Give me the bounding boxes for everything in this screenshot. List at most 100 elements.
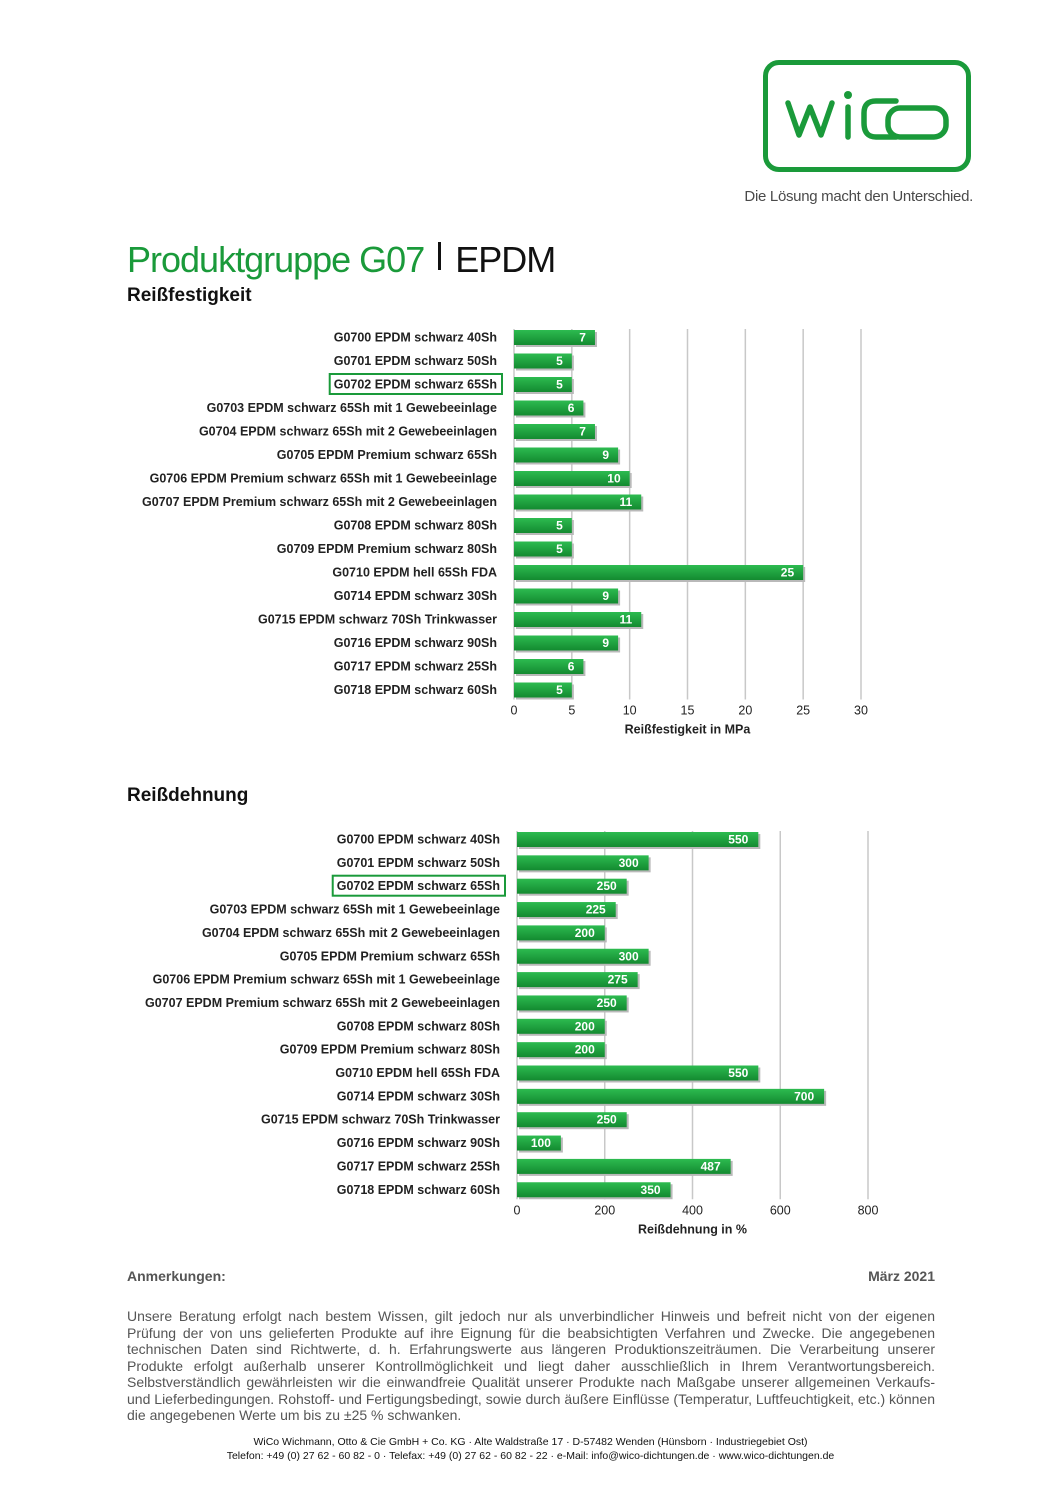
- chart-reissfestigkeit: G0700 EPDM schwarz 40Sh 7 G0701 EPDM schwa…: [0, 320, 1061, 750]
- value-label-g0717-epdm-schwarz-25sh: 487: [701, 1159, 721, 1173]
- bar-g0710-epdm-hell-65sh-fda: [517, 1065, 759, 1081]
- bar-g0702-epdm-schwarz-65sh: [514, 377, 572, 392]
- bar-g0714-epdm-schwarz-30sh: [514, 588, 619, 604]
- bar-g0709-epdm-premium-schwarz-80sh: [514, 541, 572, 557]
- value-label-g0710-epdm-hell-65sh-fda: 550: [728, 1066, 748, 1080]
- slogan: Die Lösung macht den Unterschied.: [744, 188, 973, 205]
- page-title-sub: EPDM: [455, 239, 556, 280]
- page-title-main: Produktgruppe G07: [127, 239, 425, 280]
- bar-g0716-epdm-schwarz-90sh: [517, 1135, 561, 1151]
- value-label-g0707-epdm-premium-schwarz-65sh-mit-2-gewebeeinlagen: 250: [597, 996, 617, 1010]
- value-label-g0710-epdm-hell-65sh-fda: 25: [781, 566, 795, 580]
- category-label-g0707-epdm-premium-schwarz-65sh-mit-2-gewebeeinlagen: G0707 EPDM Premium schwarz 65Sh mit 2 Ge…: [145, 996, 500, 1010]
- bar-g0708-epdm-schwarz-80sh: [517, 1018, 605, 1034]
- bar-g0709-epdm-premium-schwarz-80sh: [517, 1042, 605, 1058]
- bar-g0702-epdm-schwarz-65sh: [517, 878, 627, 894]
- notes-label: Anmerkungen:: [127, 1268, 226, 1284]
- category-label-g0704-epdm-schwarz-65sh-mit-2-gewebeeinlagen: G0704 EPDM schwarz 65Sh mit 2 Gewebeeinl…: [202, 926, 500, 940]
- value-label-g0705-epdm-premium-schwarz-65sh: 300: [619, 949, 639, 963]
- category-label-g0710-epdm-hell-65sh-fda: G0710 EPDM hell 65Sh FDA: [335, 1066, 500, 1080]
- tick-label-800: 800: [858, 1203, 879, 1217]
- value-label-g0706-epdm-premium-schwarz-65sh-mit-1-gewebeeinlage: 275: [608, 973, 628, 987]
- category-label-g0708-epdm-schwarz-80sh: G0708 EPDM schwarz 80Sh: [337, 1019, 500, 1033]
- value-label-g0702-epdm-schwarz-65sh: 5: [556, 378, 563, 392]
- value-label-g0716-epdm-schwarz-90sh: 100: [531, 1136, 551, 1150]
- bar-g0715-epdm-schwarz-70sh-trinkwasser: [514, 612, 642, 627]
- category-label-g0706-epdm-premium-schwarz-65sh-mit-1-gewebeeinlage: G0706 EPDM Premium schwarz 65Sh mit 1 Ge…: [150, 472, 497, 486]
- chart-title-reissfestigkeit: Reißfestigkeit: [127, 285, 252, 306]
- value-label-g0715-epdm-schwarz-70sh-trinkwasser: 250: [597, 1113, 617, 1127]
- highlight-box: [331, 874, 506, 897]
- value-label-g0700-epdm-schwarz-40sh: 550: [728, 833, 748, 847]
- category-label-g0705-epdm-premium-schwarz-65sh: G0705 EPDM Premium schwarz 65Sh: [277, 448, 497, 462]
- bar-g0717-epdm-schwarz-25sh: [514, 659, 584, 674]
- axis-title: Reißfestigkeit in MPa: [625, 723, 752, 737]
- value-label-g0709-epdm-premium-schwarz-80sh: 5: [556, 542, 563, 556]
- value-label-g0718-epdm-schwarz-60sh: 350: [641, 1183, 661, 1197]
- category-label-g0709-epdm-premium-schwarz-80sh: G0709 EPDM Premium schwarz 80Sh: [277, 542, 497, 556]
- chart-reissdehnung-svg: G0700 EPDM schwarz 40Sh 550 G0701 EPDM sch…: [145, 831, 879, 1236]
- value-label-g0716-epdm-schwarz-90sh: 9: [602, 636, 609, 650]
- category-label-g0701-epdm-schwarz-50sh: G0701 EPDM schwarz 50Sh: [334, 354, 497, 368]
- category-label-g0715-epdm-schwarz-70sh-trinkwasser: G0715 EPDM schwarz 70Sh Trinkwasser: [261, 1113, 500, 1127]
- title-divider: [438, 242, 442, 270]
- bar-g0718-epdm-schwarz-60sh: [514, 682, 572, 698]
- chart-reissdehnung: G0700 EPDM schwarz 40Sh 550 G0701 EPDM sch…: [0, 822, 1061, 1252]
- value-label-g0718-epdm-schwarz-60sh: 5: [556, 683, 563, 697]
- tick-label-25: 25: [796, 704, 810, 718]
- tick-label-0: 0: [514, 1203, 521, 1217]
- bar-g0706-epdm-premium-schwarz-65sh-mit-1-gewebeeinlage: [517, 972, 638, 988]
- bar-g0717-epdm-schwarz-25sh: [517, 1158, 731, 1174]
- bar-g0706-epdm-premium-schwarz-65sh-mit-1-gewebeeinlage: [514, 471, 630, 486]
- value-label-g0714-epdm-schwarz-30sh: 9: [602, 589, 609, 603]
- value-label-g0701-epdm-schwarz-50sh: 5: [556, 354, 563, 368]
- bar-g0700-epdm-schwarz-40sh: [514, 330, 595, 345]
- category-label-g0705-epdm-premium-schwarz-65sh: G0705 EPDM Premium schwarz 65Sh: [280, 949, 500, 963]
- bar-g0708-epdm-schwarz-80sh: [514, 518, 572, 533]
- bar-g0705-epdm-premium-schwarz-65sh: [514, 447, 619, 463]
- notes-date: März 2021: [868, 1268, 935, 1284]
- bar-g0707-epdm-premium-schwarz-65sh-mit-2-gewebeeinlagen: [517, 995, 627, 1011]
- tick-label-400: 400: [682, 1203, 703, 1217]
- bar-g0715-epdm-schwarz-70sh-trinkwasser: [517, 1112, 627, 1128]
- category-label-g0714-epdm-schwarz-30sh: G0714 EPDM schwarz 30Sh: [337, 1089, 500, 1103]
- bar-g0704-epdm-schwarz-65sh-mit-2-gewebeeinlagen: [517, 925, 605, 941]
- tick-label-5: 5: [568, 704, 575, 718]
- tick-label-20: 20: [738, 704, 752, 718]
- bar-g0714-epdm-schwarz-30sh: [517, 1088, 825, 1104]
- value-label-g0714-epdm-schwarz-30sh: 700: [794, 1089, 814, 1103]
- value-label-g0704-epdm-schwarz-65sh-mit-2-gewebeeinlagen: 200: [575, 926, 595, 940]
- axis-title: Reißdehnung in %: [638, 1222, 747, 1236]
- footer-address: WiCo Wichmann, Otto & Cie GmbH + Co. KG …: [253, 1436, 808, 1448]
- bar-g0700-epdm-schwarz-40sh: [517, 832, 759, 847]
- tick-label-30: 30: [854, 704, 868, 718]
- bar-g0718-epdm-schwarz-60sh: [517, 1182, 671, 1198]
- bar-g0705-epdm-premium-schwarz-65sh: [517, 948, 649, 964]
- chart-reissfestigkeit-svg: G0700 EPDM schwarz 40Sh 7 G0701 EPDM schwa…: [142, 329, 868, 737]
- category-label-g0703-epdm-schwarz-65sh-mit-1-gewebeeinlage: G0703 EPDM schwarz 65Sh mit 1 Gewebeeinl…: [210, 903, 500, 917]
- value-label-g0703-epdm-schwarz-65sh-mit-1-gewebeeinlage: 6: [568, 401, 575, 415]
- category-label-g0717-epdm-schwarz-25sh: G0717 EPDM schwarz 25Sh: [334, 660, 497, 674]
- bar-g0703-epdm-schwarz-65sh-mit-1-gewebeeinlage: [517, 902, 616, 918]
- category-label-g0709-epdm-premium-schwarz-80sh: G0709 EPDM Premium schwarz 80Sh: [280, 1043, 500, 1057]
- chart-title-reissdehnung: Reißdehnung: [127, 785, 249, 806]
- bar-g0701-epdm-schwarz-50sh: [517, 855, 649, 871]
- value-label-g0715-epdm-schwarz-70sh-trinkwasser: 11: [620, 613, 633, 627]
- category-label-g0708-epdm-schwarz-80sh: G0708 EPDM schwarz 80Sh: [334, 519, 497, 533]
- category-label-g0701-epdm-schwarz-50sh: G0701 EPDM schwarz 50Sh: [337, 856, 500, 870]
- page-title: Produktgruppe G07 EPDM: [127, 238, 556, 282]
- value-label-g0706-epdm-premium-schwarz-65sh-mit-1-gewebeeinlage: 10: [607, 472, 621, 486]
- value-label-g0702-epdm-schwarz-65sh: 250: [597, 879, 617, 893]
- value-label-g0708-epdm-schwarz-80sh: 5: [556, 519, 563, 533]
- value-label-g0705-epdm-premium-schwarz-65sh: 9: [602, 448, 609, 462]
- category-label-g0706-epdm-premium-schwarz-65sh-mit-1-gewebeeinlage: G0706 EPDM Premium schwarz 65Sh mit 1 Ge…: [153, 973, 500, 987]
- bar-g0710-epdm-hell-65sh-fda: [514, 565, 804, 580]
- tick-label-600: 600: [770, 1203, 791, 1217]
- value-label-g0709-epdm-premium-schwarz-80sh: 200: [575, 1043, 595, 1057]
- bar-g0704-epdm-schwarz-65sh-mit-2-gewebeeinlagen: [514, 424, 595, 439]
- tick-label-0: 0: [511, 704, 518, 718]
- bar-g0707-epdm-premium-schwarz-65sh-mit-2-gewebeeinlagen: [514, 494, 642, 510]
- category-label-g0716-epdm-schwarz-90sh: G0716 EPDM schwarz 90Sh: [337, 1136, 500, 1150]
- tick-label-10: 10: [623, 704, 637, 718]
- wico-logo-mark: [785, 91, 949, 140]
